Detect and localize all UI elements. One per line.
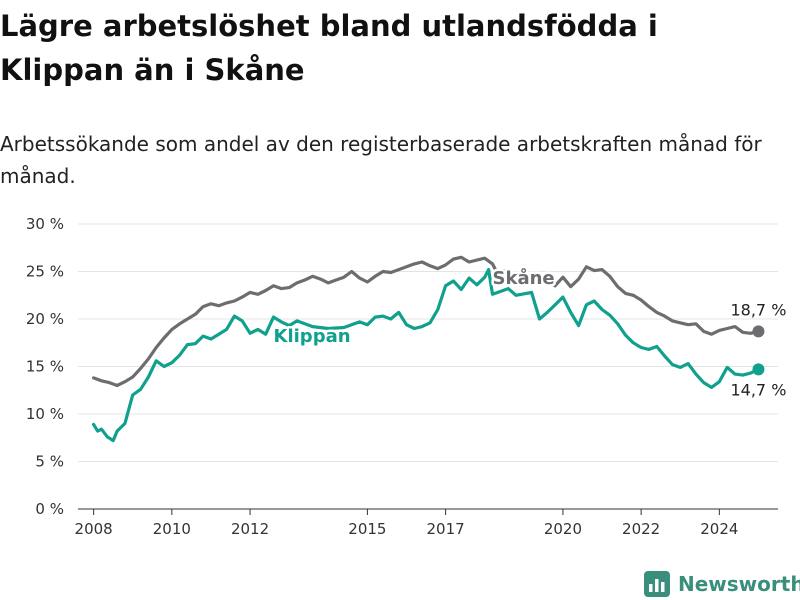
page-subtitle: Arbetssökande som andel av den registerb…: [0, 132, 762, 188]
end-value-label-skane: 18,7 %: [730, 300, 786, 319]
y-tick-label: 0 %: [35, 500, 64, 518]
y-tick-label: 25 %: [26, 263, 64, 281]
y-tick-label: 10 %: [26, 405, 64, 423]
x-tick-label: 2017: [427, 520, 465, 538]
series-line-klippan: [92, 268, 760, 443]
x-tick-label: 2008: [75, 520, 113, 538]
series-lines: [92, 255, 765, 443]
grid-lines: [78, 223, 778, 462]
series-line-skane: [92, 255, 760, 388]
y-tick-label: 5 %: [35, 453, 64, 471]
brand-footer: Newsworthy: [644, 568, 800, 600]
x-tick-label: 2015: [348, 520, 386, 538]
series-labels: Skåne Klippan 18,7 % 14,7 %: [271, 265, 786, 400]
x-tick-label: 2024: [700, 520, 738, 538]
end-point-klippan: [752, 363, 765, 376]
newsworthy-logo-icon: [644, 571, 670, 597]
y-tick-label: 30 %: [26, 215, 64, 233]
x-tick-label: 2010: [153, 520, 191, 538]
brand-name: Newsworthy: [678, 572, 800, 596]
y-tick-label: 15 %: [26, 358, 64, 376]
page-title: Lägre arbetslöshet bland utlandsfödda i …: [0, 9, 658, 87]
y-tick-label: 20 %: [26, 310, 64, 328]
axes: 0 % 5 % 10 % 15 % 20 % 25 % 30 % 2008 2010 2012 20…: [26, 215, 778, 538]
x-tick-label: 2012: [231, 520, 269, 538]
x-tick-label: 2022: [622, 520, 660, 538]
x-tick-label: 2020: [544, 520, 582, 538]
end-value-label-klippan: 14,7 %: [730, 380, 786, 399]
series-label-skane: Skåne: [493, 267, 555, 289]
end-point-skane: [752, 325, 765, 338]
series-label-klippan: Klippan: [274, 326, 351, 347]
